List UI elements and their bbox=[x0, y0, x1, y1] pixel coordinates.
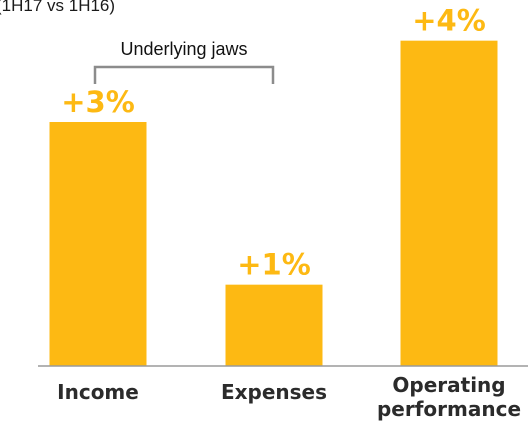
category-label-income: Income bbox=[57, 380, 139, 404]
underlying-jaws-bracket: Underlying jaws bbox=[95, 39, 273, 84]
bar-income bbox=[50, 122, 147, 366]
bar-expenses bbox=[226, 285, 323, 366]
data-label-income: +3% bbox=[61, 85, 135, 119]
bracket-line bbox=[95, 67, 273, 84]
bars-layer: +3% +1% +4% bbox=[50, 4, 498, 366]
category-label-operating-performance: Operating performance bbox=[377, 373, 521, 421]
category-labels: Income Expenses Operating performance bbox=[57, 373, 521, 421]
data-label-operating-performance: +4% bbox=[412, 4, 486, 38]
category-label-expenses: Expenses bbox=[221, 380, 327, 404]
data-label-expenses: +1% bbox=[237, 248, 311, 282]
bar-operating-performance bbox=[401, 41, 498, 366]
bracket-label: Underlying jaws bbox=[120, 39, 247, 59]
